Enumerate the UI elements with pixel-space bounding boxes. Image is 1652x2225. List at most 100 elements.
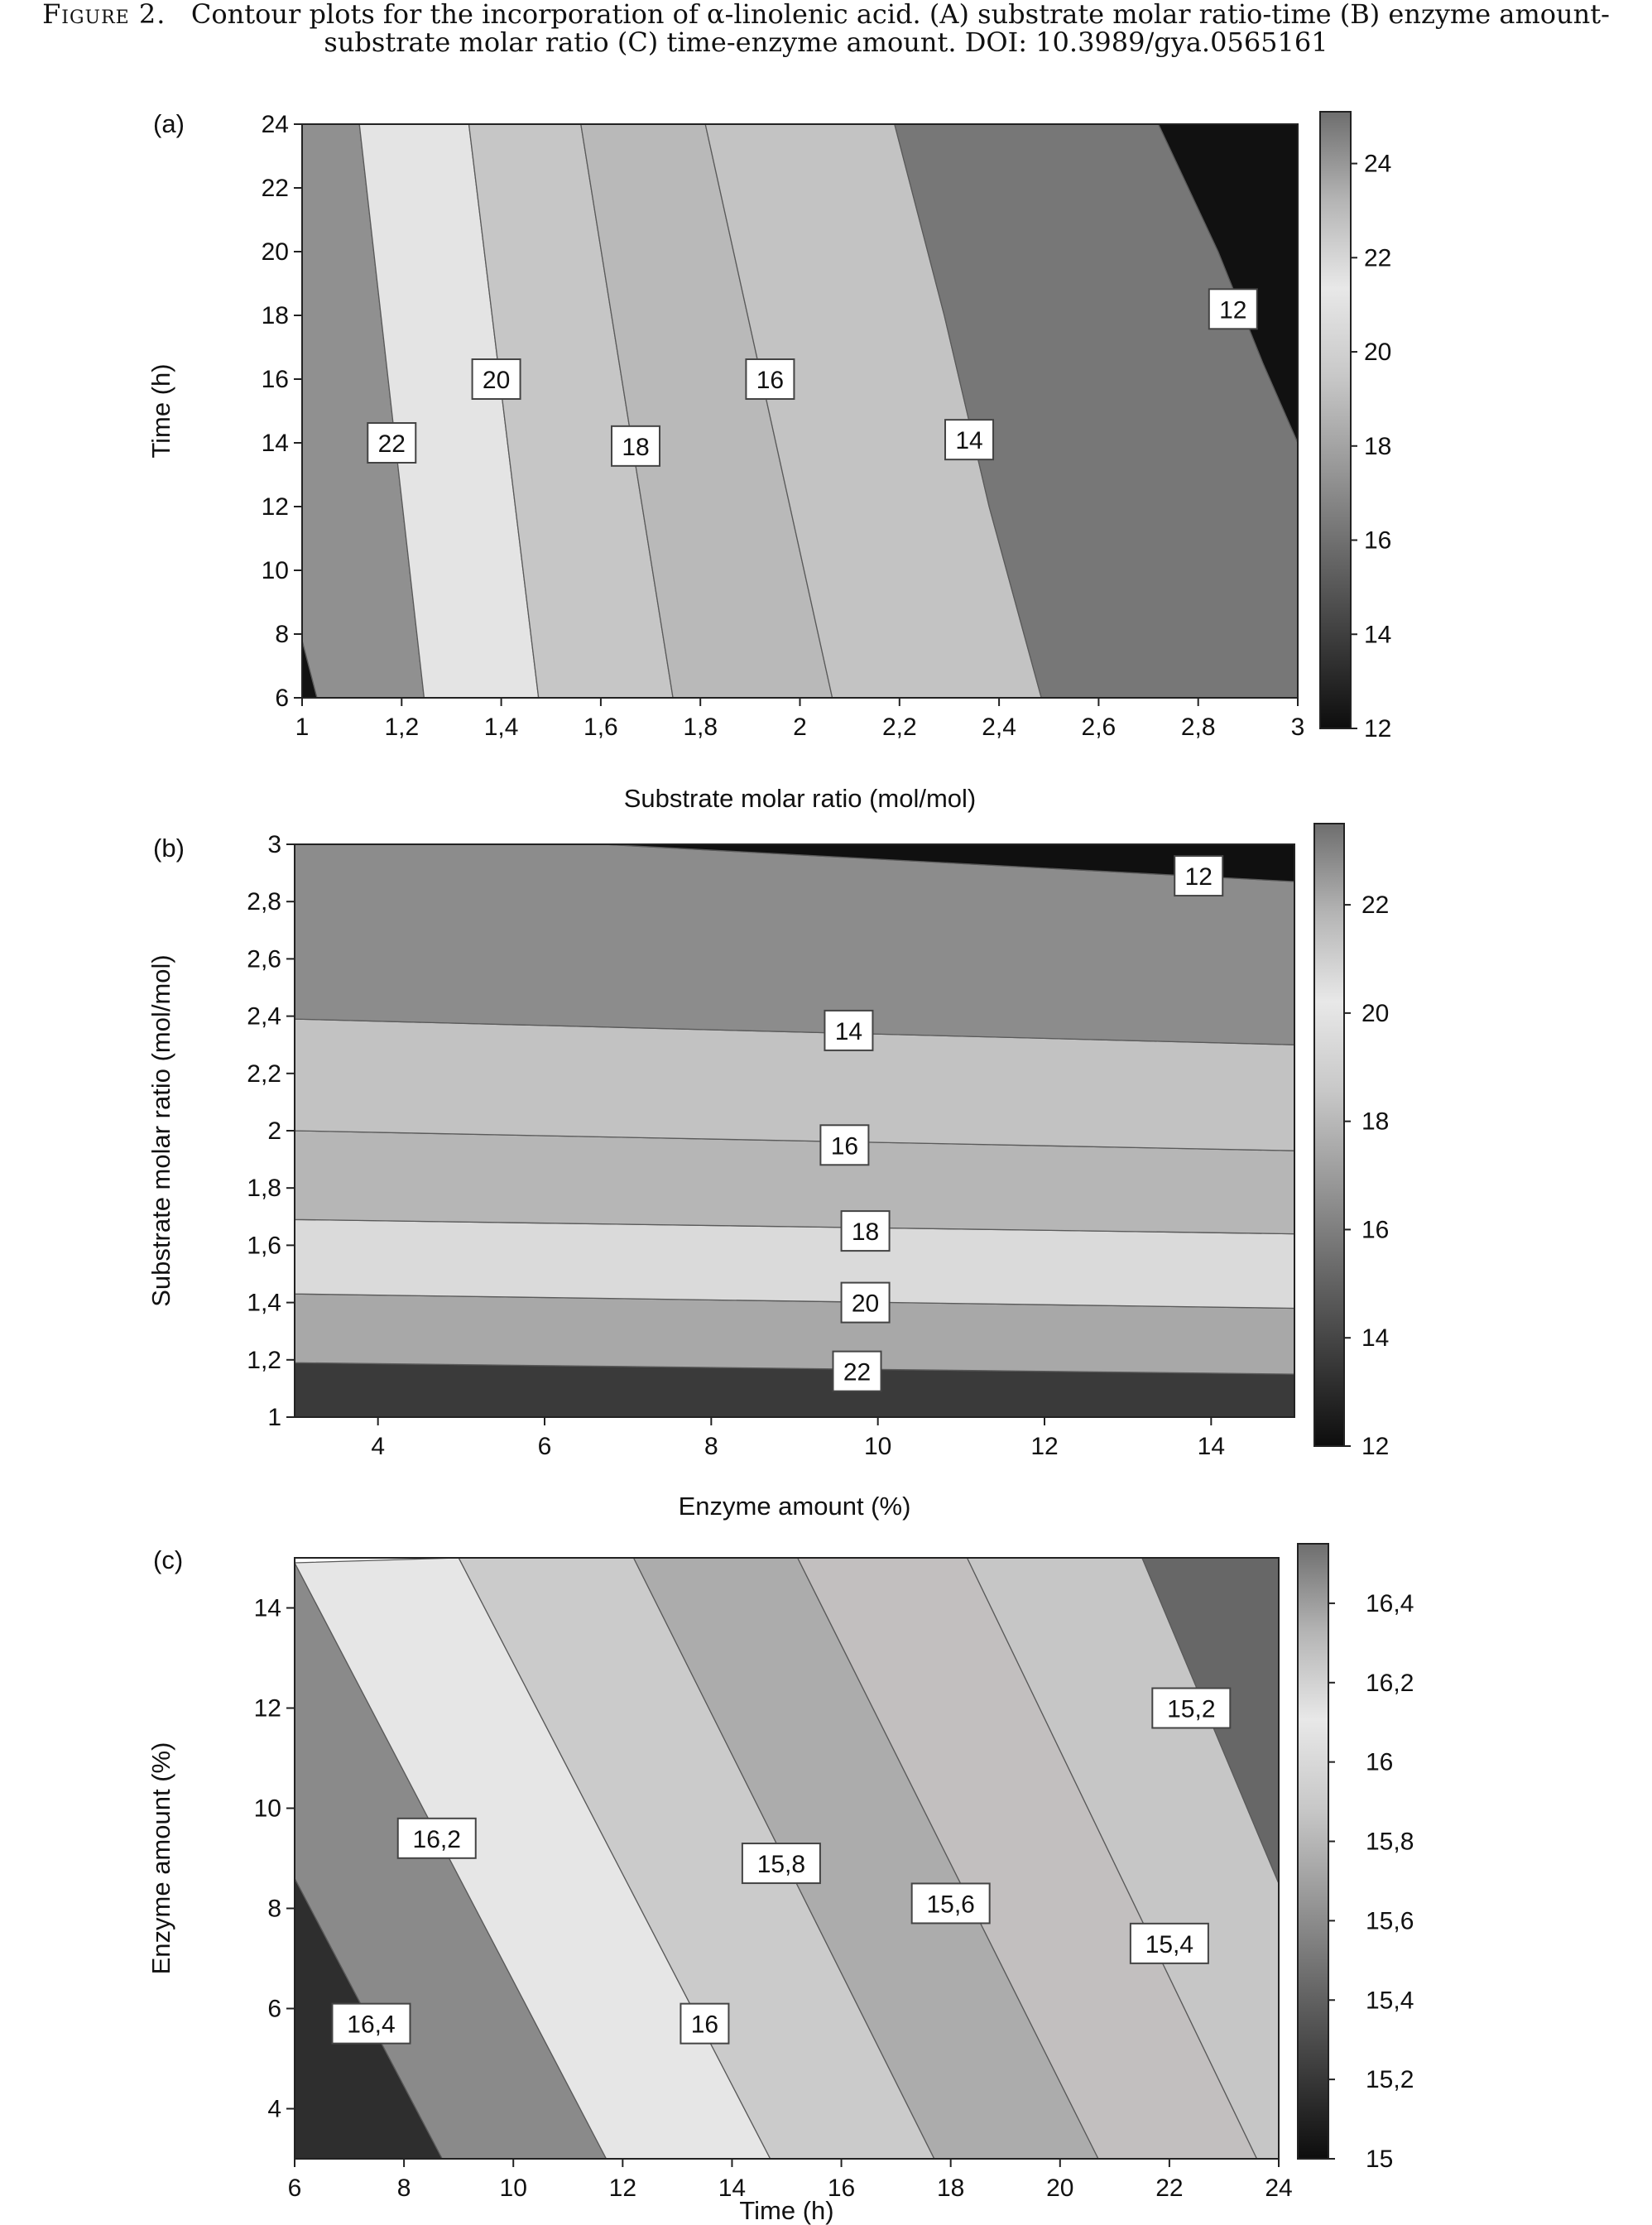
contour-region bbox=[468, 124, 674, 698]
contour-label-box bbox=[819, 1124, 870, 1166]
contour-label-box bbox=[832, 1350, 882, 1392]
caption-text: Contour plots for the incorporation of α… bbox=[190, 0, 1610, 58]
y-tick-label: 6 bbox=[267, 1996, 281, 2023]
contour-label: 15,6 bbox=[910, 1882, 991, 1925]
colorbar-tick-label: 22 bbox=[1361, 891, 1389, 919]
y-tick-label: 12 bbox=[254, 1695, 281, 1723]
panel-label: (c) bbox=[153, 1545, 183, 1574]
panel-2: 4 6 8 10 12 14 1 1,2 1,4 1,6 1,8 2 2,2 2,4 2,6 2,8 3 Enzy… bbox=[146, 823, 1389, 1521]
y-tick-label: 8 bbox=[267, 1896, 281, 1923]
y-tick-label: 1,8 bbox=[247, 1175, 281, 1202]
contour-label-box bbox=[741, 1843, 821, 1885]
contour-label-box bbox=[910, 1882, 991, 1925]
contour-label: 12 bbox=[1174, 855, 1224, 897]
figure-caption: Figure 2. Contour plots for the incorpor… bbox=[17, 0, 1635, 56]
caption-label: Figure 2. bbox=[42, 0, 166, 30]
contour-label-box bbox=[367, 422, 417, 464]
contour-label: 18 bbox=[840, 1210, 891, 1252]
colorbar-tick-label: 16 bbox=[1364, 527, 1391, 555]
contour-label-text: 20 bbox=[483, 367, 510, 394]
contour-label-box bbox=[840, 1281, 891, 1324]
x-tick-label: 1,6 bbox=[583, 714, 618, 741]
contour-label-text: 16 bbox=[756, 367, 784, 394]
contour-label-text: 12 bbox=[1185, 863, 1213, 891]
x-tick-label: 4 bbox=[371, 1433, 385, 1460]
contour-label-box bbox=[471, 358, 521, 400]
contour-label: 22 bbox=[367, 422, 417, 464]
contour-region bbox=[580, 124, 833, 698]
x-tick-label: 2,8 bbox=[1181, 714, 1216, 741]
contour-region bbox=[295, 844, 1294, 1045]
contour-label: 16,4 bbox=[331, 2002, 411, 2045]
contour-label: 20 bbox=[471, 358, 521, 400]
contour-region bbox=[295, 1362, 1294, 1417]
contour-label-box bbox=[745, 358, 795, 400]
contour-label: 18 bbox=[611, 425, 661, 467]
colorbar-tick-label: 14 bbox=[1361, 1324, 1389, 1352]
panel-1: 1 1,2 1,4 1,6 1,8 2 2,2 2,4 2,6 2,8 3 6 8 10 12 14 16 18 2… bbox=[146, 109, 1391, 813]
y-tick-label: 16 bbox=[262, 366, 289, 393]
contour-region bbox=[797, 1558, 1258, 2159]
y-tick-label: 14 bbox=[262, 430, 289, 457]
x-axis-label: Time (h) bbox=[739, 2196, 833, 2225]
y-tick-label: 10 bbox=[254, 1795, 281, 1823]
contour-label: 12 bbox=[1208, 288, 1258, 330]
x-tick-label: 14 bbox=[1198, 1433, 1225, 1460]
x-tick-label: 2,4 bbox=[982, 714, 1016, 741]
colorbar bbox=[1313, 823, 1345, 1447]
colorbar-tick-label: 16 bbox=[1361, 1216, 1389, 1243]
y-tick-label: 24 bbox=[262, 111, 289, 138]
contour-label-box bbox=[396, 1817, 477, 1859]
colorbar-tick-label: 16 bbox=[1366, 1749, 1393, 1776]
contour-region bbox=[602, 844, 1294, 882]
y-tick-label: 6 bbox=[275, 685, 289, 712]
x-tick-label: 6 bbox=[288, 2175, 302, 2202]
colorbar bbox=[1319, 111, 1352, 729]
colorbar-tick-label: 15 bbox=[1366, 2146, 1393, 2173]
x-tick-label: 16 bbox=[828, 2175, 855, 2202]
contour-label-text: 16,2 bbox=[413, 1826, 461, 1853]
contour-label: 20 bbox=[840, 1281, 891, 1324]
contour-region bbox=[1157, 124, 1298, 444]
x-tick-label: 3 bbox=[1291, 714, 1305, 741]
y-tick-label: 10 bbox=[262, 557, 289, 584]
contour-label-box bbox=[1129, 1922, 1209, 1964]
x-tick-label: 14 bbox=[718, 2175, 746, 2202]
contour-label-box bbox=[824, 1009, 874, 1051]
contour-label: 15,2 bbox=[1151, 1687, 1232, 1729]
y-tick-label: 1 bbox=[267, 1404, 281, 1431]
colorbar-tick-label: 18 bbox=[1361, 1108, 1389, 1136]
x-tick-label: 1,8 bbox=[683, 714, 718, 741]
contour-label-text: 14 bbox=[835, 1018, 862, 1045]
x-tick-label: 1 bbox=[295, 714, 310, 741]
y-axis-label: Enzyme amount (%) bbox=[146, 1742, 175, 1975]
y-tick-label: 2,2 bbox=[247, 1060, 281, 1088]
contour-label-text: 15,6 bbox=[926, 1891, 974, 1918]
contour-label-text: 18 bbox=[622, 434, 649, 461]
colorbar-tick-label: 22 bbox=[1364, 244, 1391, 272]
y-tick-label: 1,6 bbox=[247, 1232, 281, 1259]
contour-label: 14 bbox=[824, 1009, 874, 1051]
x-tick-label: 1,2 bbox=[384, 714, 419, 741]
colorbar-tick-label: 12 bbox=[1364, 715, 1391, 742]
contour-label: 22 bbox=[832, 1350, 882, 1392]
contour-label-text: 18 bbox=[852, 1218, 879, 1246]
contour-label-text: 16,4 bbox=[347, 2011, 395, 2039]
contour-label-box bbox=[944, 419, 995, 461]
contour-label-text: 12 bbox=[1219, 296, 1246, 324]
contour-region bbox=[295, 1018, 1294, 1151]
colorbar-tick-label: 12 bbox=[1361, 1433, 1389, 1460]
contour-label-text: 16 bbox=[691, 2011, 718, 2039]
colorbar-tick-label: 15,2 bbox=[1366, 2066, 1414, 2093]
contour-label: 16 bbox=[745, 358, 795, 400]
y-axis-label: Time (h) bbox=[146, 363, 175, 458]
x-tick-label: 22 bbox=[1155, 2175, 1183, 2202]
x-axis-label: Substrate molar ratio (mol/mol) bbox=[624, 784, 977, 813]
panel-label: (b) bbox=[153, 834, 185, 863]
contour-label-box bbox=[1151, 1687, 1232, 1729]
x-tick-label: 2,6 bbox=[1082, 714, 1117, 741]
contour-region bbox=[295, 1130, 1294, 1235]
x-tick-label: 1,4 bbox=[484, 714, 519, 741]
x-tick-label: 12 bbox=[609, 2175, 636, 2202]
